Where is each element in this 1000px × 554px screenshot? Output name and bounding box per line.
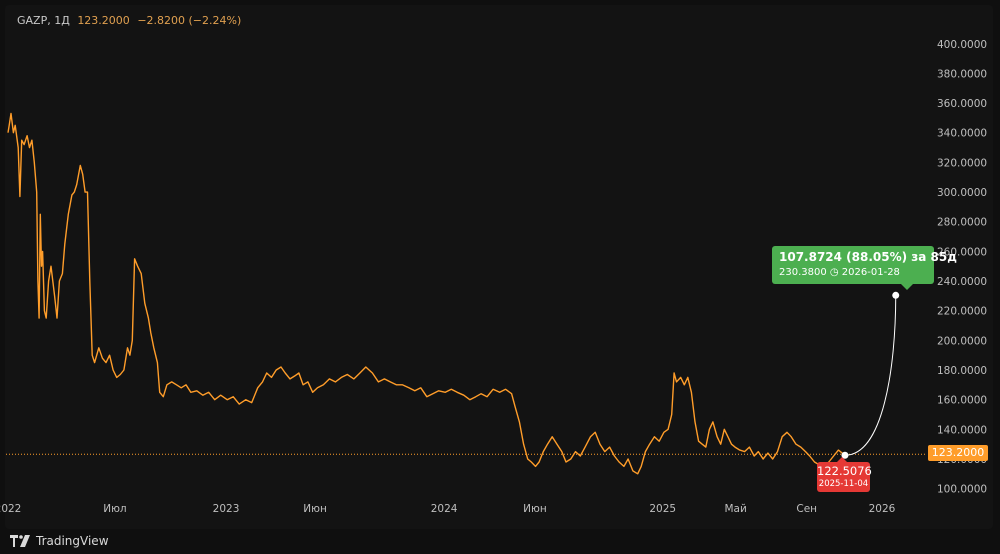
- x-tick-label: Май: [724, 503, 746, 515]
- x-tick-label: Сен: [796, 503, 817, 515]
- y-tick-label: 160.0000: [937, 395, 987, 407]
- projection-label[interactable]: 107.8724 (88.05%) за 85д 230.3800 ◷ 2026…: [772, 246, 957, 290]
- projection-start-date: 2025-11-04: [818, 479, 869, 489]
- y-tick-label: 400.0000: [937, 39, 987, 51]
- legend-price: 123.2000: [77, 14, 130, 27]
- y-tick-label: 100.0000: [937, 484, 987, 496]
- x-axis: 2022 Июл 2023 Июн 2024 Июн 2025 Май Сен 2026: [0, 503, 896, 515]
- y-tick-label: 360.0000: [937, 98, 987, 110]
- tradingview-logo-icon: [10, 535, 30, 547]
- y-tick-label: 320.0000: [937, 157, 987, 169]
- projection-start-value: 122.5076: [817, 464, 872, 478]
- y-tick-label: 140.0000: [937, 424, 987, 436]
- x-tick-label: Июн: [523, 503, 547, 515]
- projection-headline: 107.8724 (88.05%) за 85д: [779, 250, 957, 264]
- legend-symbol[interactable]: GAZP, 1Д: [17, 14, 70, 27]
- projection-end-point[interactable]: [892, 291, 900, 299]
- y-axis: 100.0000120.0000140.0000160.0000180.0000…: [937, 39, 987, 496]
- x-tick-label: 2026: [869, 503, 896, 515]
- y-tick-label: 220.0000: [937, 306, 987, 318]
- y-tick-label: 280.0000: [937, 217, 987, 229]
- projection-detail: 230.3800 ◷ 2026-01-28: [779, 267, 900, 278]
- x-tick-label: Июн: [303, 503, 327, 515]
- x-tick-label: 2022: [0, 503, 21, 515]
- projection-line: [844, 295, 897, 456]
- x-tick-label: Июл: [103, 503, 126, 515]
- y-tick-label: 340.0000: [937, 128, 987, 140]
- y-tick-label: 380.0000: [937, 68, 987, 80]
- last-price-tag: 123.2000: [928, 445, 988, 461]
- price-series-line: [7, 112, 846, 475]
- projection-start-label: 122.5076 2025-11-04: [817, 457, 872, 492]
- legend-change: −2.8200 (−2.24%): [137, 14, 242, 27]
- y-tick-label: 300.0000: [937, 187, 987, 199]
- x-tick-label: 2024: [431, 503, 458, 515]
- y-tick-label: 180.0000: [937, 365, 987, 377]
- x-tick-label: 2023: [213, 503, 240, 515]
- symbol-legend: GAZP, 1Д 123.2000 −2.8200 (−2.24%): [17, 14, 245, 27]
- y-tick-label: 200.0000: [937, 335, 987, 347]
- y-tick-label: 260.0000: [937, 246, 987, 258]
- y-tick-label: 240.0000: [937, 276, 987, 288]
- footer-brand[interactable]: TradingView: [10, 532, 109, 550]
- x-tick-label: 2025: [649, 503, 676, 515]
- footer-brand-label: TradingView: [36, 534, 109, 548]
